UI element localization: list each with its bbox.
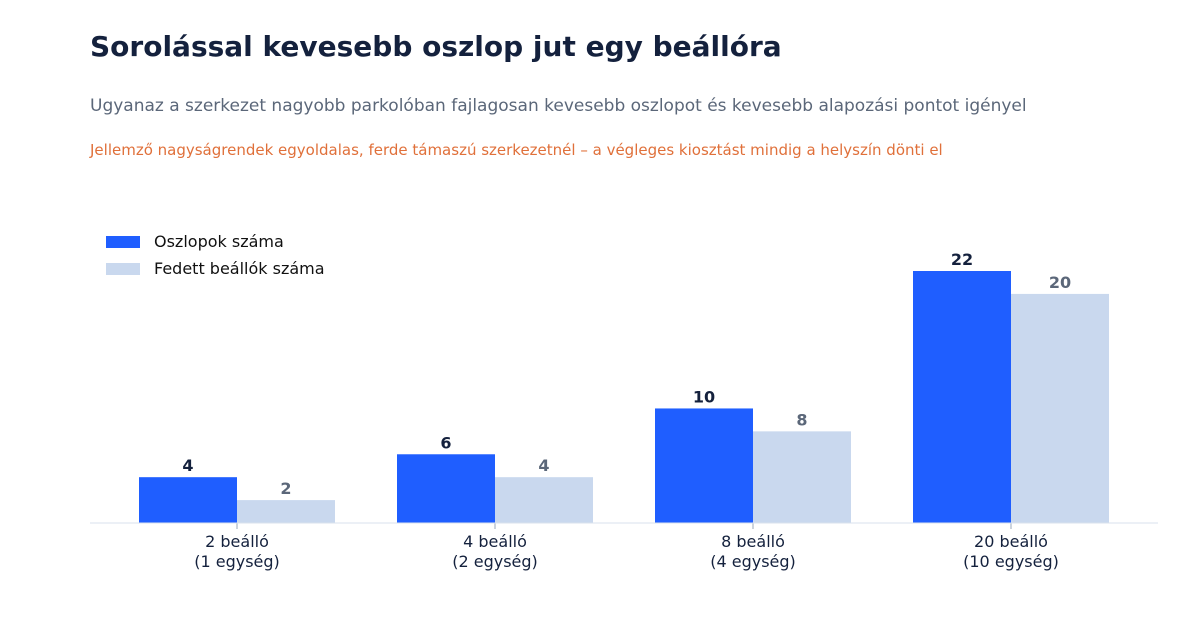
chart-subtitle: Ugyanaz a szerkezet nagyobb parkolóban f… [90, 96, 1027, 116]
legend-swatch-stalls [106, 262, 140, 275]
bar-columns-3 [913, 271, 1011, 523]
bar-columns-0 [139, 477, 237, 523]
x-tick-label-3-0: 20 beálló [974, 532, 1048, 551]
legend-label-stalls: Fedett beállók száma [154, 259, 325, 278]
bar-columns-2 [655, 408, 753, 523]
data-label-columns-0: 4 [182, 456, 193, 475]
x-tick-label-2-1: (4 egység) [710, 552, 796, 571]
legend-item-columns: Oszlopok száma [106, 228, 325, 255]
bar-stalls-3 [1011, 293, 1109, 523]
data-label-stalls-2: 8 [796, 410, 807, 429]
data-label-stalls-3: 20 [1049, 273, 1071, 292]
legend-swatch-columns [106, 235, 140, 248]
chart-note: Jellemző nagyságrendek egyoldalas, ferde… [90, 141, 943, 159]
x-tick-label-0-0: 2 beálló [205, 532, 269, 551]
data-label-stalls-1: 4 [538, 456, 549, 475]
bar-stalls-2 [753, 431, 851, 523]
bar-columns-1 [397, 454, 495, 523]
data-label-columns-3: 22 [951, 250, 973, 269]
data-label-stalls-0: 2 [280, 479, 291, 498]
data-label-columns-2: 10 [693, 387, 715, 406]
legend: Oszlopok száma Fedett beállók száma [106, 228, 325, 282]
x-tick-label-1-1: (2 egység) [452, 552, 538, 571]
chart-title: Sorolással kevesebb oszlop jut egy beáll… [90, 30, 782, 63]
x-tick-label-2-0: 8 beálló [721, 532, 785, 551]
x-tick-label-0-1: (1 egység) [194, 552, 280, 571]
x-tick-label-1-0: 4 beálló [463, 532, 527, 551]
legend-item-stalls: Fedett beállók száma [106, 255, 325, 282]
legend-label-columns: Oszlopok száma [154, 232, 284, 251]
x-tick-label-3-1: (10 egység) [963, 552, 1059, 571]
bar-stalls-1 [495, 477, 593, 523]
data-label-columns-1: 6 [440, 433, 451, 452]
bar-stalls-0 [237, 500, 335, 523]
